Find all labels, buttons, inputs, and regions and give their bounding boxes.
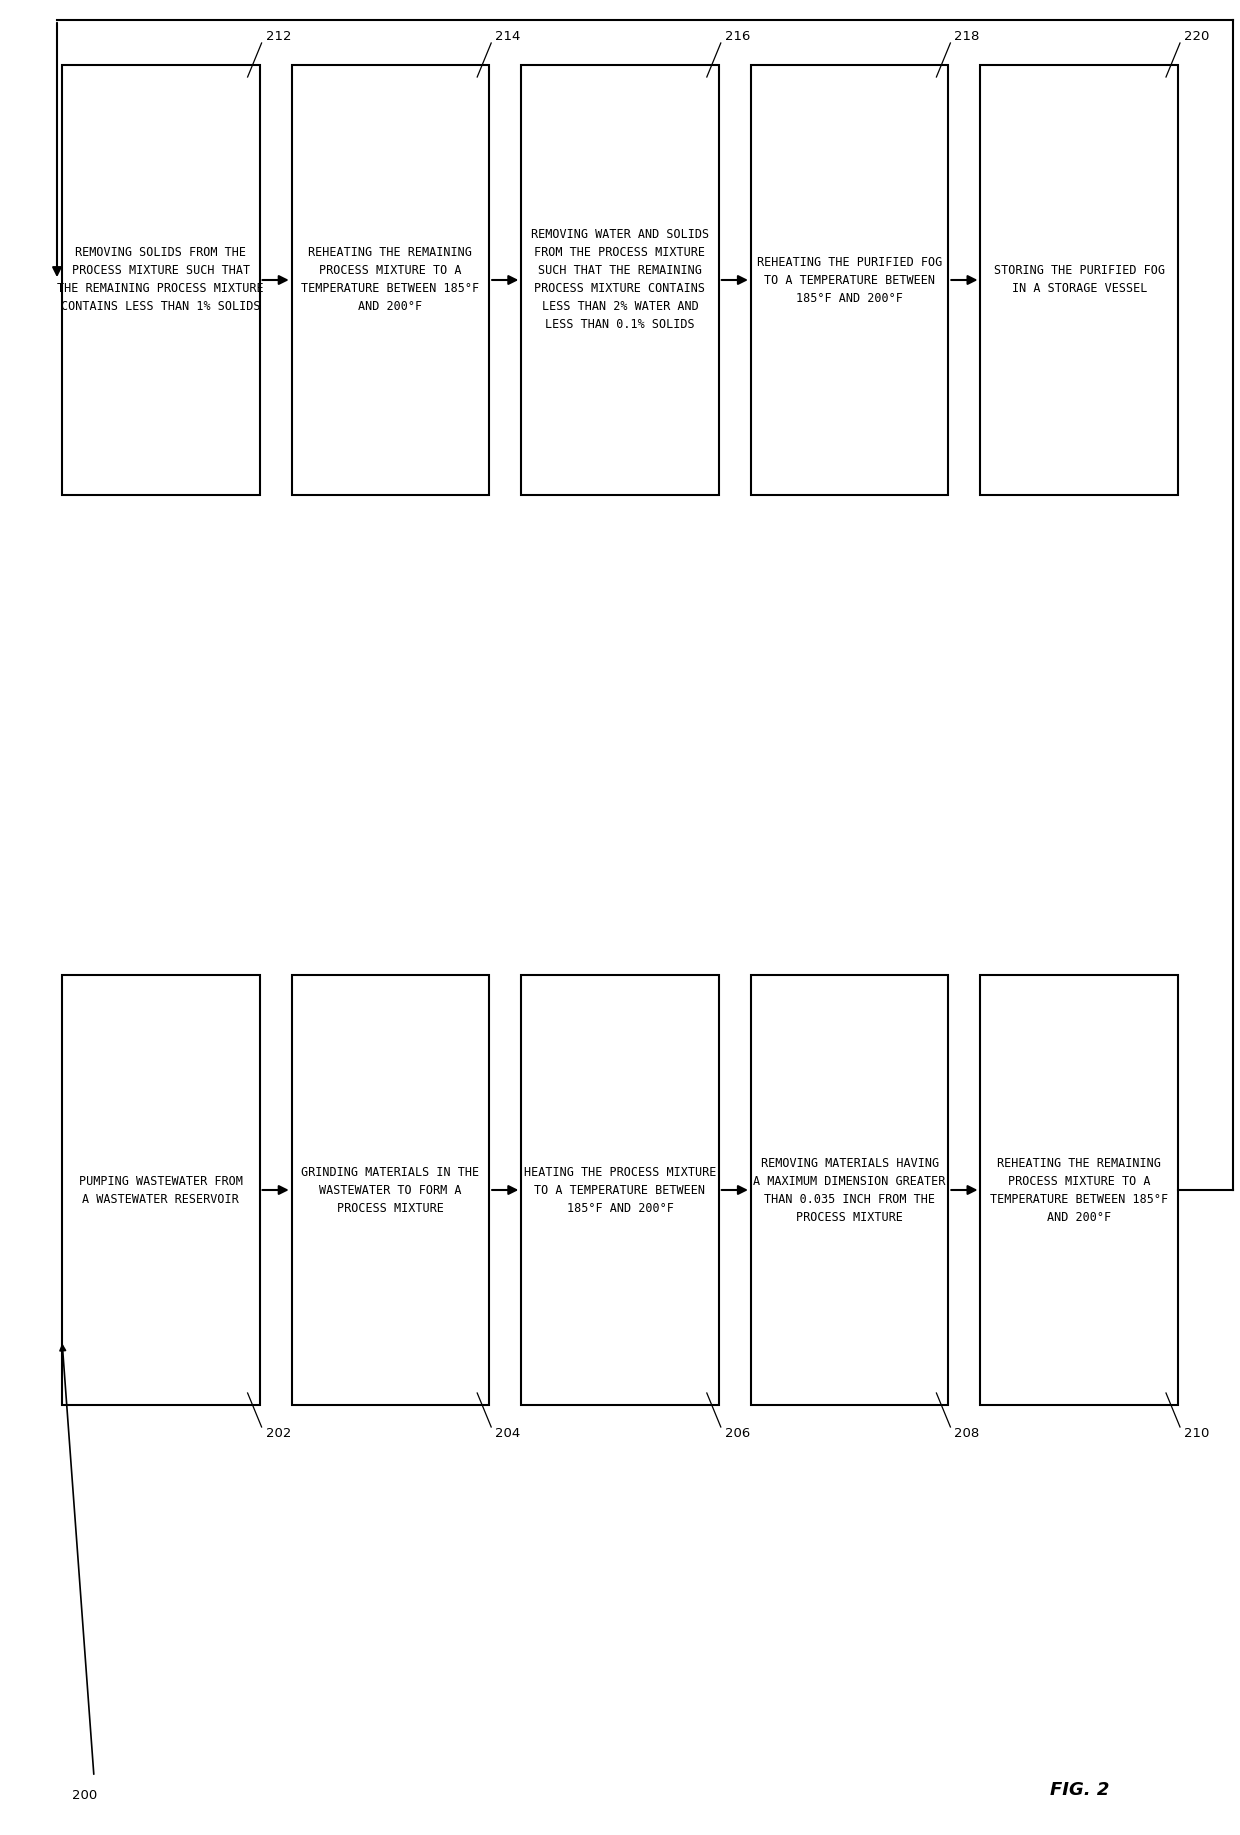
Text: 210: 210 bbox=[1184, 1426, 1209, 1439]
FancyBboxPatch shape bbox=[521, 974, 719, 1406]
Text: REHEATING THE PURIFIED FOG
TO A TEMPERATURE BETWEEN
185°F AND 200°F: REHEATING THE PURIFIED FOG TO A TEMPERAT… bbox=[756, 255, 942, 305]
Text: FIG. 2: FIG. 2 bbox=[1050, 1782, 1110, 1798]
Text: 218: 218 bbox=[955, 31, 980, 44]
Text: HEATING THE PROCESS MIXTURE
TO A TEMPERATURE BETWEEN
185°F AND 200°F: HEATING THE PROCESS MIXTURE TO A TEMPERA… bbox=[523, 1165, 717, 1215]
Text: STORING THE PURIFIED FOG
IN A STORAGE VESSEL: STORING THE PURIFIED FOG IN A STORAGE VE… bbox=[993, 264, 1164, 295]
Text: 220: 220 bbox=[1184, 31, 1209, 44]
Text: 200: 200 bbox=[72, 1789, 97, 1802]
FancyBboxPatch shape bbox=[981, 64, 1178, 495]
Text: 216: 216 bbox=[725, 31, 750, 44]
Text: 212: 212 bbox=[265, 31, 291, 44]
Text: REHEATING THE REMAINING
PROCESS MIXTURE TO A
TEMPERATURE BETWEEN 185°F
AND 200°F: REHEATING THE REMAINING PROCESS MIXTURE … bbox=[301, 246, 480, 314]
Text: REMOVING MATERIALS HAVING
A MAXIMUM DIMENSION GREATER
THAN 0.035 INCH FROM THE
P: REMOVING MATERIALS HAVING A MAXIMUM DIME… bbox=[754, 1156, 946, 1224]
Text: REHEATING THE REMAINING
PROCESS MIXTURE TO A
TEMPERATURE BETWEEN 185°F
AND 200°F: REHEATING THE REMAINING PROCESS MIXTURE … bbox=[990, 1156, 1168, 1224]
FancyBboxPatch shape bbox=[750, 974, 949, 1406]
FancyBboxPatch shape bbox=[750, 64, 949, 495]
Text: 204: 204 bbox=[495, 1426, 521, 1439]
Text: 202: 202 bbox=[265, 1426, 291, 1439]
FancyBboxPatch shape bbox=[291, 974, 490, 1406]
Text: 214: 214 bbox=[495, 31, 521, 44]
FancyBboxPatch shape bbox=[62, 974, 259, 1406]
Text: REMOVING WATER AND SOLIDS
FROM THE PROCESS MIXTURE
SUCH THAT THE REMAINING
PROCE: REMOVING WATER AND SOLIDS FROM THE PROCE… bbox=[531, 229, 709, 332]
Text: REMOVING SOLIDS FROM THE
PROCESS MIXTURE SUCH THAT
THE REMAINING PROCESS MIXTURE: REMOVING SOLIDS FROM THE PROCESS MIXTURE… bbox=[57, 246, 264, 314]
FancyBboxPatch shape bbox=[291, 64, 490, 495]
Text: 206: 206 bbox=[725, 1426, 750, 1439]
Text: PUMPING WASTEWATER FROM
A WASTEWATER RESERVOIR: PUMPING WASTEWATER FROM A WASTEWATER RES… bbox=[79, 1174, 243, 1206]
FancyBboxPatch shape bbox=[62, 64, 259, 495]
FancyBboxPatch shape bbox=[981, 974, 1178, 1406]
Text: GRINDING MATERIALS IN THE
WASTEWATER TO FORM A
PROCESS MIXTURE: GRINDING MATERIALS IN THE WASTEWATER TO … bbox=[301, 1165, 480, 1215]
Text: 208: 208 bbox=[955, 1426, 980, 1439]
FancyBboxPatch shape bbox=[521, 64, 719, 495]
